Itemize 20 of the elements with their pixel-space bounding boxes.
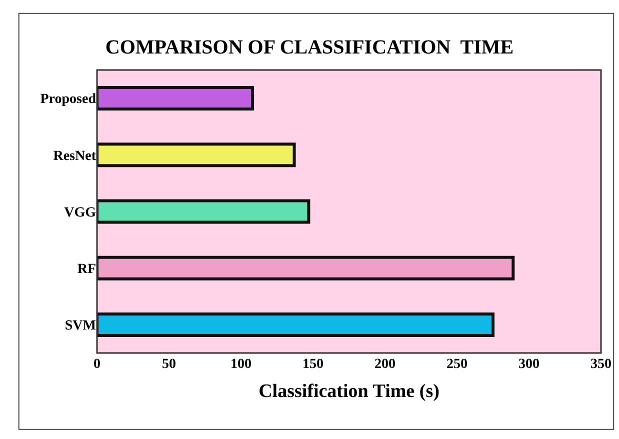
chart-title: COMPARISON OF CLASSIFICATION TIME [105,36,514,59]
bar [97,86,254,111]
x-tick-label: 300 [518,357,540,372]
bar [97,142,296,168]
x-tick-label: 150 [302,357,324,372]
bar [97,256,515,280]
x-tick-label: 350 [590,357,612,372]
y-tick-label: VGG [64,205,96,220]
x-tick-label: 0 [94,357,100,372]
x-axis-title: Classification Time (s) [258,380,440,402]
bar [97,199,310,224]
x-tick-label: 250 [446,357,468,372]
x-tick-label: 50 [162,357,176,372]
y-tick-label: Proposed [40,92,96,108]
x-tick-label: 200 [374,357,396,372]
y-tick-label: ResNet [53,148,96,164]
y-tick-label: RF [77,262,96,277]
bar [97,312,494,337]
x-tick-label: 100 [230,357,252,372]
y-tick-label: SVM [64,318,96,334]
